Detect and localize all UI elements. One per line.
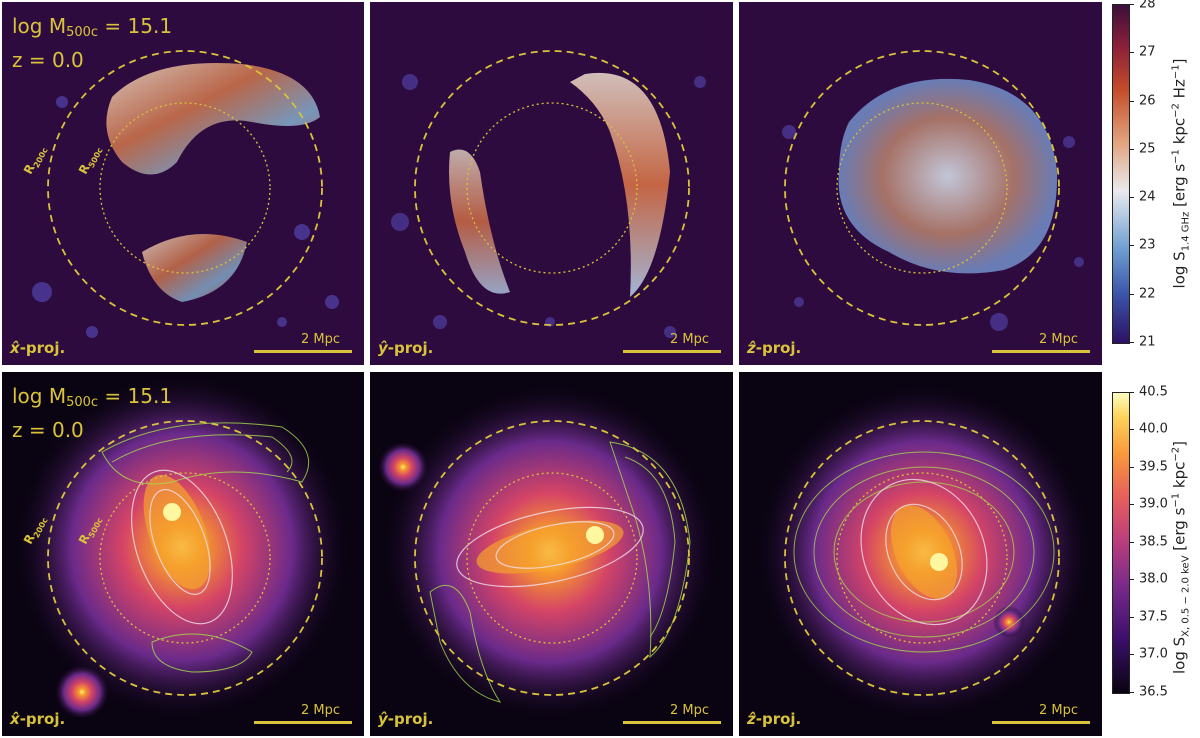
projection-label: x̂-proj. <box>10 710 66 728</box>
tick-label: 25 <box>1139 141 1156 157</box>
tick-label: 21 <box>1139 334 1156 350</box>
tick-label: 28 <box>1139 0 1156 12</box>
projection-label: ŷ-proj. <box>378 339 434 357</box>
xray-colorbar <box>1112 392 1130 694</box>
xray-colorbar-label: log SX, 0.5 − 2.0 keV [erg s−1 kpc−2] <box>1170 441 1192 674</box>
tick-label: 40.0 <box>1139 421 1168 437</box>
scale-bar <box>254 721 352 724</box>
tick-label: 39.0 <box>1139 496 1168 512</box>
tick-label: 27 <box>1139 44 1156 60</box>
tick-label: 26 <box>1139 93 1156 109</box>
scale-bar-label: 2 Mpc <box>669 332 709 347</box>
tick-label: 37.0 <box>1139 646 1168 662</box>
radio-emission-map <box>782 50 1084 331</box>
projection-label: x̂-proj. <box>10 339 66 357</box>
redshift-label: z = 0.0 <box>12 48 84 72</box>
scale-bar-label: 2 Mpc <box>669 703 709 718</box>
tick-label: 23 <box>1139 237 1156 253</box>
radio-emission-map <box>391 50 706 338</box>
scale-bar <box>623 721 721 724</box>
scale-bar-label: 2 Mpc <box>1038 703 1078 718</box>
tick-label: 38.5 <box>1139 534 1168 550</box>
tick-label: 40.5 <box>1139 384 1168 400</box>
radio-panel-y: ŷ-proj. 2 Mpc <box>370 2 733 365</box>
scale-bar <box>254 350 352 353</box>
tick-label: 38.0 <box>1139 571 1168 587</box>
scale-bar <box>992 721 1090 724</box>
xray-colorbar-ticks: 36.5 37.0 37.5 38.0 38.5 39.0 39.5 40.0 … <box>1129 385 1169 700</box>
radio-colorbar-ticks: 21 22 23 24 25 26 27 28 <box>1129 0 1169 350</box>
scale-bar-label: 2 Mpc <box>1038 332 1078 347</box>
tick-label: 36.5 <box>1139 684 1168 700</box>
radio-emission-map <box>32 50 339 338</box>
projection-label: ŷ-proj. <box>378 710 434 728</box>
projection-label: ẑ-proj. <box>747 339 802 357</box>
scale-bar-label: 2 Mpc <box>300 703 340 718</box>
scale-bar-label: 2 Mpc <box>300 332 340 347</box>
xray-emission-map <box>754 382 1094 722</box>
xray-panel-z: ẑ-proj. 2 Mpc <box>739 372 1102 736</box>
scale-bar <box>623 350 721 353</box>
tick-label: 39.5 <box>1139 459 1168 475</box>
radio-panel-z: ẑ-proj. 2 Mpc <box>739 2 1102 365</box>
radio-colorbar-label: log S1.4 GHz [erg s−1 kpc−2 Hz−1] <box>1170 58 1192 289</box>
xray-panel-x: log M500c = 15.1 z = 0.0 R200c R500c x̂-… <box>2 372 364 736</box>
xray-emission-map <box>12 372 352 722</box>
scale-bar <box>992 350 1090 353</box>
mass-label: log M500c = 15.1 <box>12 14 173 40</box>
radio-colorbar <box>1112 4 1130 344</box>
tick-label: 24 <box>1139 189 1156 205</box>
mass-label: log M500c = 15.1 <box>12 384 173 410</box>
xray-panel-y: ŷ-proj. 2 Mpc <box>370 372 733 736</box>
tick-label: 22 <box>1139 286 1156 302</box>
projection-label: ẑ-proj. <box>747 710 802 728</box>
tick-label: 37.5 <box>1139 609 1168 625</box>
radio-panel-x: log M500c = 15.1 z = 0.0 R200c R500c x̂-… <box>2 2 364 365</box>
redshift-label: z = 0.0 <box>12 418 84 442</box>
xray-emission-map <box>377 382 720 722</box>
